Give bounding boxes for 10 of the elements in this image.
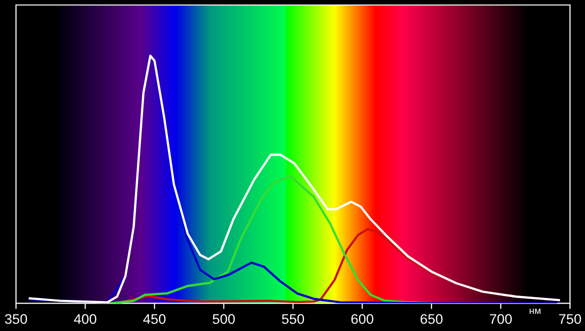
x-tick-label: 400 (74, 314, 96, 324)
x-tick-label: 550 (282, 314, 304, 324)
x-tick-label: 750 (559, 314, 582, 324)
x-tick-label: 650 (420, 314, 443, 324)
x-axis-title: нм (530, 308, 540, 314)
x-tick-label: 700 (490, 314, 512, 324)
x-tick-label: 350 (4, 314, 28, 324)
x-tick-label: 500 (212, 314, 235, 324)
x-tick-label: 600 (351, 314, 374, 324)
x-tick-label: 450 (143, 314, 166, 324)
